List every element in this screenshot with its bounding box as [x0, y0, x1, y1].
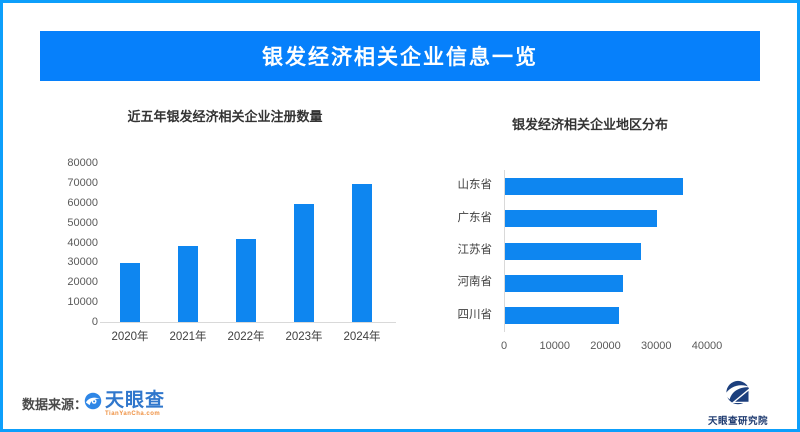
year-label: 2020年 [111, 331, 149, 343]
data-source-label: 数据来源： [22, 397, 88, 412]
x-tick-label: 0 [500, 340, 508, 352]
x-tick-label: 40000 [691, 340, 723, 352]
region-bar [505, 274, 624, 292]
institute-mountain-icon [721, 380, 755, 411]
page-title: 银发经济相关企业信息一览 [262, 46, 538, 69]
year-label: 2021年 [169, 331, 207, 343]
region-bar [505, 177, 683, 195]
regions-chart-title: 银发经济相关企业地区分布 [511, 117, 668, 132]
region-bar [505, 210, 658, 228]
y-tick-label: 40000 [67, 236, 98, 249]
y-tick-label: 0 [91, 316, 98, 328]
year-bar [294, 203, 314, 322]
tianyancha-eye-icon [84, 392, 102, 415]
registrations-y-axis: 0 10000 20000 30000 40000 50000 60000 70000 8000… [52, 157, 98, 328]
year-label: 2022年 [227, 331, 265, 343]
y-tick-label: 80000 [67, 157, 98, 169]
x-tick-label: 30000 [640, 340, 672, 352]
year-label: 2024年 [343, 331, 381, 343]
y-tick-label: 70000 [67, 176, 98, 189]
region-label: 四川省 [457, 308, 493, 321]
institute-name: 天眼查研究院 [707, 416, 768, 427]
year-bar [352, 183, 372, 322]
tianyancha-logo: 天眼查 TianYanCha.com [84, 390, 166, 417]
y-tick-label: 60000 [67, 196, 98, 209]
registrations-chart-title: 近五年银发经济相关企业注册数量 [127, 109, 323, 124]
y-tick-label: 50000 [67, 216, 98, 229]
institute-logo: 天眼查研究院 [700, 380, 776, 427]
regions-x-axis: 0 10000 20000 30000 40000 [501, 340, 722, 354]
year-bar [236, 238, 256, 322]
year-label: 2023年 [285, 331, 323, 343]
y-tick-label: 20000 [67, 276, 98, 289]
y-tick-label: 30000 [67, 256, 98, 269]
region-label: 江苏省 [457, 244, 493, 256]
registrations-x-axis: 2020年 2021年 2022年 2023年 2024年 [100, 330, 396, 346]
header-banner: 银发经济相关企业信息一览 [40, 31, 760, 81]
region-bar [505, 242, 641, 260]
region-bar [505, 307, 619, 325]
year-bar [178, 246, 198, 322]
x-tick-label: 20000 [590, 340, 621, 352]
region-label: 河南省 [457, 276, 493, 289]
y-tick-label: 10000 [67, 296, 98, 309]
tianyancha-wordmark: 天眼查 [105, 390, 166, 411]
regions-plot [504, 170, 711, 332]
region-label: 山东省 [457, 179, 493, 192]
year-bar [120, 263, 140, 322]
regions-category-axis: 山东省广东省江苏省河南省四川省 [438, 170, 498, 332]
registrations-plot [100, 163, 396, 323]
region-label: 广东省 [457, 211, 493, 224]
x-tick-label: 10000 [539, 340, 571, 352]
tianyancha-url: TianYanCha.com [105, 411, 161, 417]
